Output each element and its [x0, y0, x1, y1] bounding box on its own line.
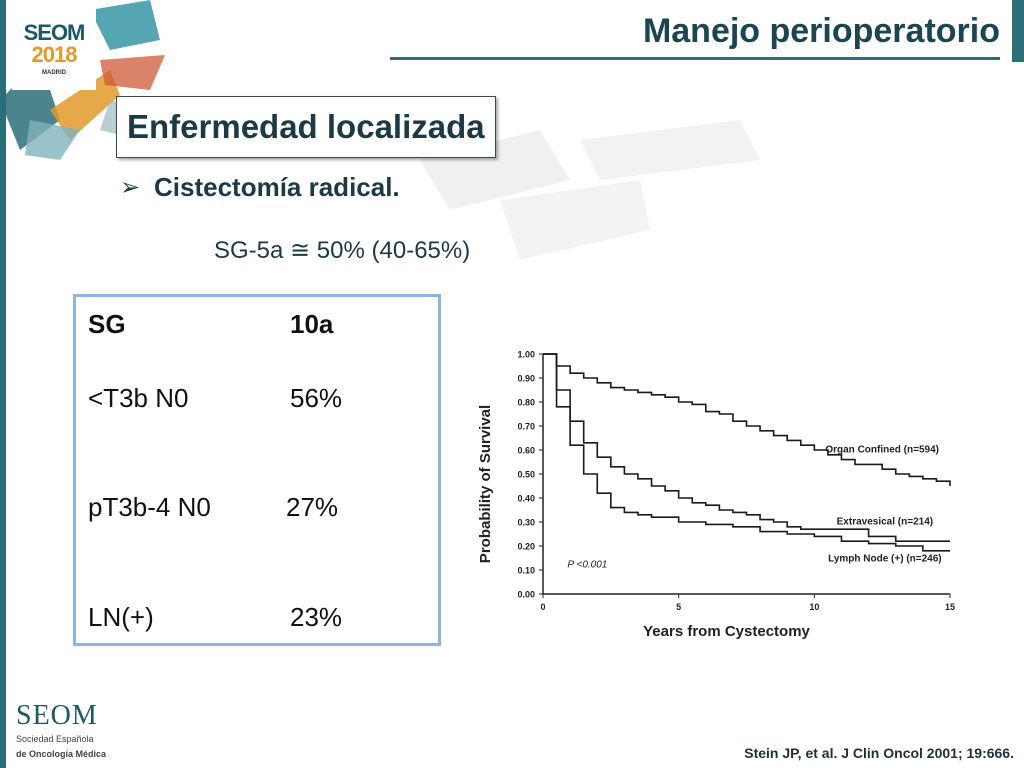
logo-seom-text: SEOM — [23, 20, 86, 45]
logo-year-text: 2018 — [31, 42, 78, 67]
p-value-annotation: P <0.001 — [567, 560, 607, 571]
survival-summary: SG-5a ≅ 50% (40-65%) — [214, 237, 471, 264]
survival-curve — [543, 353, 951, 486]
logo-city-text: MADRID — [42, 70, 66, 76]
y-tick-label: 0.20 — [517, 542, 535, 552]
y-tick-label: 0.10 — [517, 566, 535, 576]
seom-brand: SEOM Sociedad Española de Oncología Médi… — [16, 702, 106, 760]
brand-subtitle-1: Sociedad Española — [16, 734, 94, 744]
x-tick-label: 15 — [945, 602, 955, 612]
title-underline — [390, 57, 1000, 60]
table-row-group: LN(+) — [88, 602, 154, 632]
table-row-group: <T3b N0 — [88, 383, 189, 413]
arrow-bullet-icon: ➢ — [120, 174, 141, 201]
survival-curve — [543, 353, 950, 552]
survival-chart: 0.00 0.10 0.20 0.30 0.40 0.50 0.60 0.70 0.80 0.90… — [477, 350, 955, 641]
x-tick-label: 0 — [540, 602, 545, 612]
page-title: Manejo perioperatorio — [642, 12, 1000, 50]
y-axis-label: Probability of Survival — [477, 405, 494, 563]
y-tick-label: 0.60 — [517, 446, 535, 456]
brand-subtitle-2: de Oncología Médica — [16, 749, 107, 759]
x-tick-label: 5 — [676, 602, 681, 612]
survival-curve — [543, 353, 950, 542]
x-axis-label: Years from Cystectomy — [643, 623, 810, 640]
y-tick-label: 0.70 — [517, 422, 535, 432]
survival-table: SG 10a <T3b N0 56% pT3b-4 N0 27% LN(+) 2… — [73, 294, 441, 646]
citation: Stein JP, et al. J Clin Oncol 2001; 19:6… — [744, 745, 1014, 761]
y-tick-label: 0.40 — [517, 494, 535, 504]
seom-2018-logo: SEOM 2018 MADRID — [12, 8, 96, 90]
y-tick-label: 1.00 — [517, 350, 535, 360]
bullet-text: Cistectomía radical. — [154, 172, 400, 202]
table-row-group: pT3b-4 N0 — [88, 492, 211, 522]
table-header-group: SG — [88, 309, 126, 339]
bullet-item: ➢ Cistectomía radical. — [120, 172, 400, 203]
right-accent-bar — [1012, 0, 1024, 62]
table-row-value: 23% — [290, 602, 343, 632]
series-label: Lymph Node (+) (n=246) — [828, 554, 942, 565]
series-label: Organ Confined (n=594) — [825, 444, 939, 455]
series-label: Extravesical (n=214) — [837, 516, 933, 527]
y-tick-label: 0.50 — [517, 470, 535, 480]
background-decoration — [420, 120, 760, 260]
left-accent-bar — [0, 0, 6, 768]
x-tick-label: 10 — [809, 602, 819, 612]
table-header-value: 10a — [290, 309, 334, 339]
y-tick-label: 0.30 — [517, 518, 535, 528]
y-tick-label: 0.90 — [517, 374, 535, 384]
y-tick-label: 0.80 — [517, 398, 535, 408]
table-row-value: 27% — [286, 492, 339, 522]
y-tick-label: 0.00 — [517, 590, 535, 600]
section-subtitle: Enfermedad localizada — [116, 96, 496, 158]
brand-name: SEOM — [16, 700, 98, 731]
table-row-value: 56% — [290, 383, 343, 413]
